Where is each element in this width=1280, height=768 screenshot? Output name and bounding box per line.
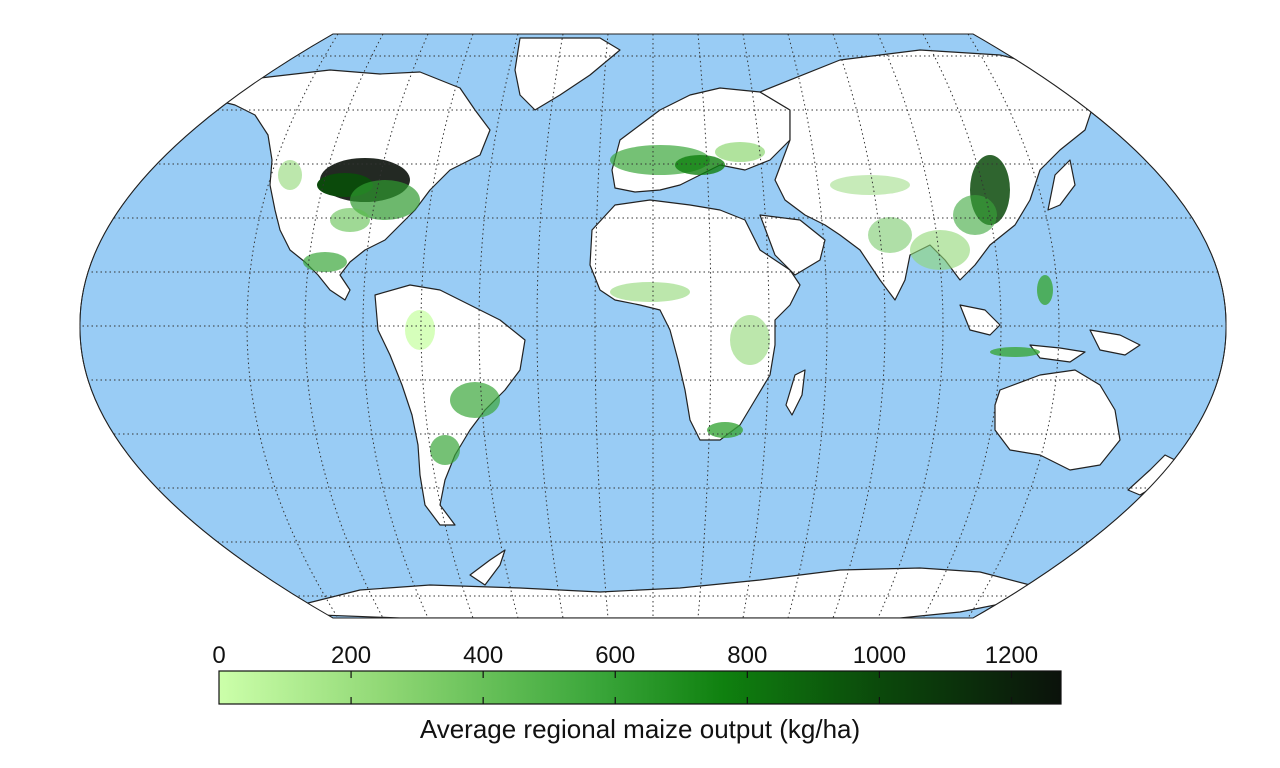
colorbar-title: Average regional maize output (kg/ha)	[420, 714, 860, 744]
africa	[589, 199, 801, 441]
greenland	[514, 37, 621, 111]
colorbar-tick-label: 400	[463, 642, 503, 669]
globe-outline	[79, 33, 1227, 619]
graticule	[79, 34, 1227, 618]
madagascar	[785, 369, 806, 416]
australia	[994, 369, 1121, 471]
colorbar-tick-label: 1000	[853, 642, 906, 669]
colorbar-tick-labels: 0 200 400 600 800 1000 1200	[212, 642, 1038, 669]
globe	[79, 33, 1227, 619]
colorbar-tick-label: 600	[595, 642, 635, 669]
colorbar-tick-marks	[350, 671, 1013, 704]
colorbar-tick-label: 1200	[985, 642, 1038, 669]
japan	[1047, 159, 1076, 211]
maize-yield-patches	[278, 142, 1053, 465]
colorbar-tick-label: 0	[212, 642, 225, 669]
antarctic-peninsula	[469, 549, 506, 586]
antarctica	[299, 567, 1031, 618]
colorbar: 0 200 400 600 800 1000 1200 Average regional m…	[212, 642, 1062, 744]
colorbar-tick-label: 800	[727, 642, 767, 669]
southeast-asia-islands	[959, 304, 1141, 363]
arabian-peninsula	[759, 214, 826, 276]
colorbar-tick-label: 200	[331, 642, 371, 669]
colorbar-gradient-bar	[218, 670, 1062, 705]
